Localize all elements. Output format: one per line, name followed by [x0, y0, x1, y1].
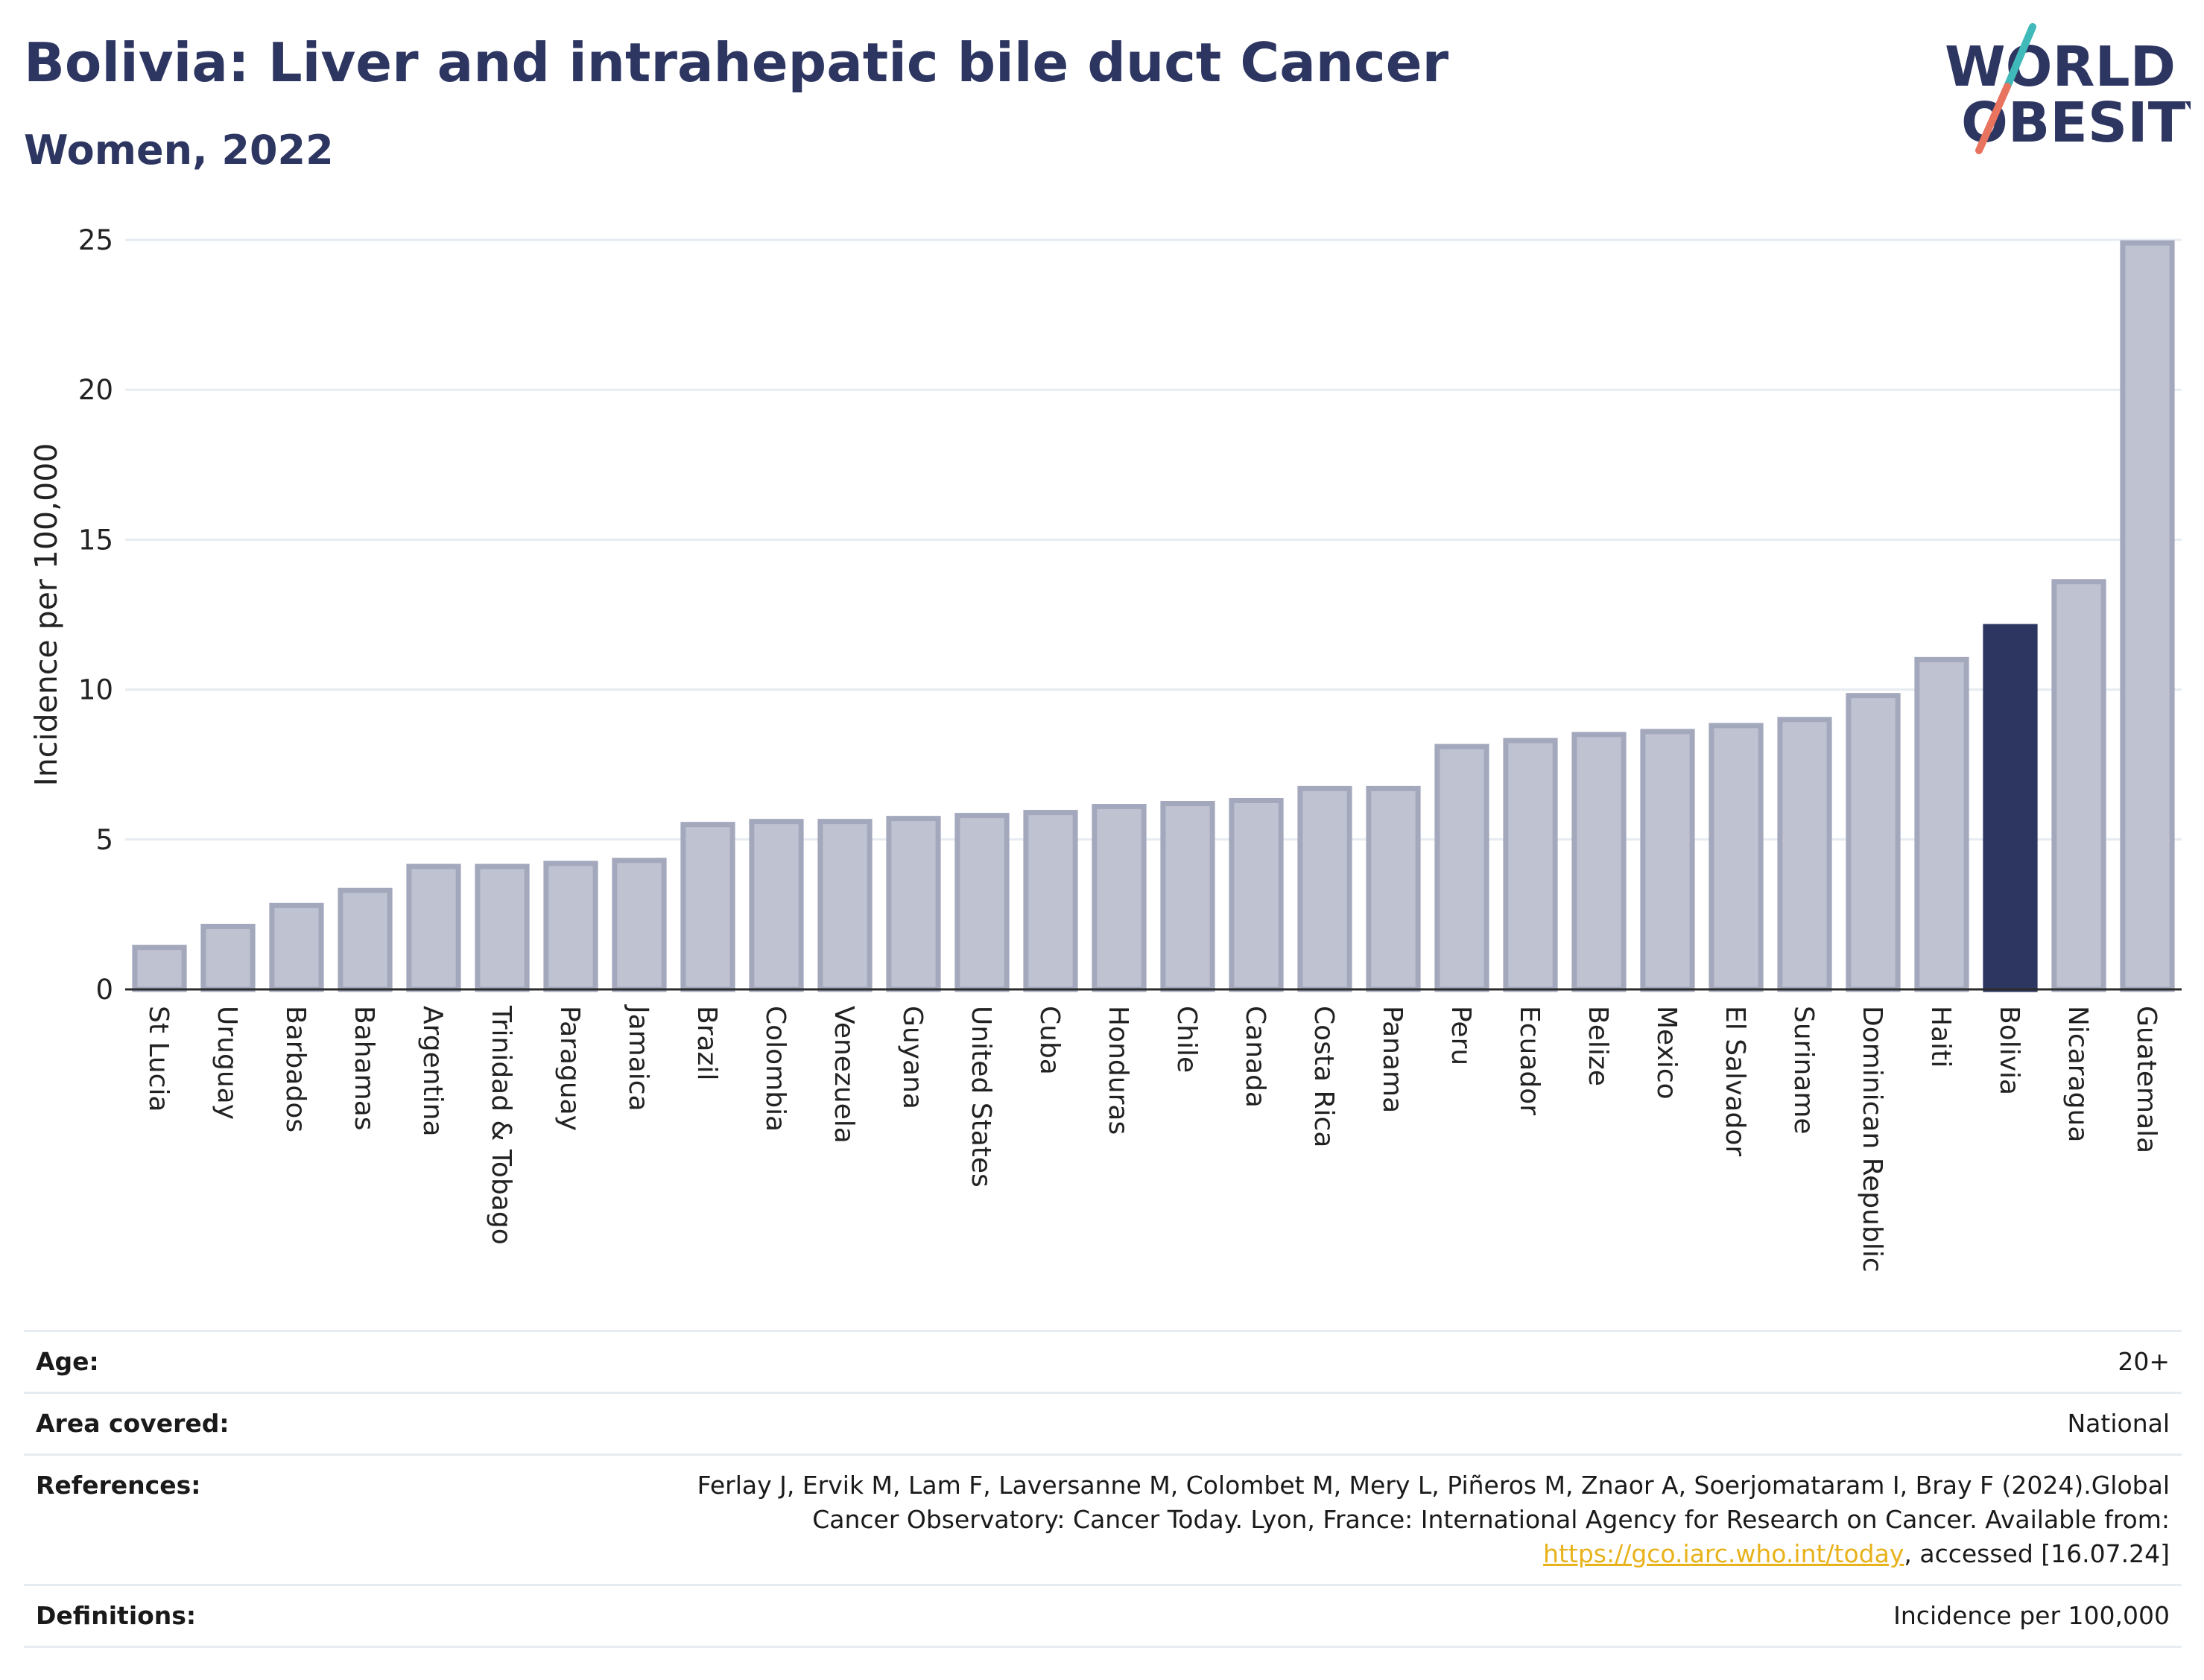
- bar-peru: [1434, 744, 1489, 992]
- x-tick-label: Cuba: [1034, 1006, 1065, 1075]
- meta-row-age: Age: 20+: [24, 1330, 2182, 1392]
- y-tick-label: 10: [78, 674, 113, 706]
- x-tick-label: Paraguay: [554, 1006, 585, 1131]
- y-axis-label: Incidence per 100,000: [28, 443, 64, 787]
- bar-panama: [1366, 785, 1421, 992]
- logo-slash-top: [2004, 23, 2036, 90]
- chart-subtitle: Women, 2022: [24, 127, 334, 174]
- meta-value: Incidence per 100,000: [1893, 1601, 2170, 1630]
- y-tick-label: 15: [78, 524, 113, 556]
- x-tick-label: Peru: [1445, 1006, 1476, 1065]
- x-tick-label: Costa Rica: [1308, 1006, 1339, 1147]
- y-tick-label: 0: [95, 974, 113, 1006]
- metadata-table: Age: 20+ Area covered: National Referenc…: [24, 1330, 2182, 1648]
- x-tick-label: Belize: [1583, 1006, 1613, 1086]
- bar-paraguay: [543, 860, 598, 992]
- reference-text-end: , accessed [16.07.24]: [1904, 1539, 2170, 1568]
- reference-text: Ferlay J, Ervik M, Lam F, Laversanne M, …: [697, 1471, 2170, 1534]
- meta-key: Age:: [36, 1347, 99, 1376]
- x-tick-label: Guatemala: [2131, 1006, 2162, 1153]
- x-tick-label: Colombia: [760, 1006, 791, 1132]
- bar-el-salvador: [1709, 723, 1764, 992]
- meta-key: Area covered:: [36, 1409, 229, 1438]
- y-tick-label: 25: [78, 224, 113, 256]
- bar-bahamas: [338, 887, 393, 992]
- x-tick-label: Honduras: [1103, 1006, 1133, 1135]
- x-tick-label: Dominican Republic: [1857, 1006, 1887, 1272]
- x-tick-label: Panama: [1377, 1006, 1407, 1113]
- bar-chile: [1160, 801, 1215, 992]
- x-tick-label: Brazil: [691, 1006, 722, 1080]
- bar-haiti: [1914, 656, 1969, 992]
- meta-value: 20+: [2118, 1347, 2170, 1376]
- x-tick-label: Suriname: [1788, 1006, 1819, 1135]
- bar-guatemala: [2120, 240, 2175, 992]
- meta-key: Definitions:: [36, 1601, 197, 1630]
- x-tick-label: St Lucia: [143, 1006, 174, 1112]
- bar-dominican-republic: [1846, 693, 1901, 992]
- x-tick-label: Bolivia: [1994, 1006, 2024, 1095]
- y-tick-label: 20: [78, 374, 113, 406]
- logo-slash-bottom: [1975, 83, 2011, 154]
- reference-link[interactable]: https://gco.iarc.who.int/today: [1543, 1539, 1904, 1568]
- meta-row-references: References: Ferlay J, Ervik M, Lam F, La…: [24, 1454, 2182, 1584]
- meta-key: References:: [36, 1471, 201, 1500]
- bar-chart: 0 5 10 15 20 25 Incidence per 100,000 St Lucia U…: [28, 224, 2182, 1272]
- bar-trinidad-tobago: [475, 863, 530, 992]
- bar-ecuador: [1503, 738, 1558, 992]
- x-tick-label: Jamaica: [623, 1004, 653, 1112]
- x-tick-label: Bahamas: [349, 1006, 379, 1131]
- world-obesity-logo: WORLD OBESITY: [1945, 23, 2191, 155]
- bar-cuba: [1023, 810, 1078, 992]
- bar-canada: [1229, 797, 1284, 992]
- x-tick-label: Guyana: [897, 1006, 928, 1109]
- x-tick-label: Trinidad & Tobago: [486, 1005, 516, 1245]
- x-tick-label: Chile: [1171, 1006, 1202, 1073]
- x-tick-label: Haiti: [1925, 1006, 1956, 1068]
- x-tick-label: Mexico: [1651, 1006, 1682, 1100]
- x-tick-label: Venezuela: [829, 1006, 859, 1144]
- bar-uruguay: [200, 923, 256, 992]
- x-tick-label: Uruguay: [212, 1006, 242, 1120]
- bar-honduras: [1092, 804, 1147, 992]
- bar-barbados: [269, 902, 324, 992]
- meta-value: National: [2067, 1409, 2170, 1438]
- bar-argentina: [406, 863, 461, 992]
- meta-value: Ferlay J, Ervik M, Lam F, Laversanne M, …: [605, 1468, 2170, 1571]
- bar-mexico: [1640, 729, 1695, 992]
- x-tick-label: Ecuador: [1514, 1006, 1545, 1115]
- bar-jamaica: [612, 858, 667, 992]
- bar-united-states: [954, 813, 1010, 992]
- y-tick-label: 5: [95, 824, 113, 856]
- bar-venezuela: [817, 819, 873, 992]
- bar-nicaragua: [2051, 579, 2106, 992]
- meta-row-area: Area covered: National: [24, 1392, 2182, 1454]
- bar-belize: [1571, 732, 1627, 992]
- x-tick-label: El Salvador: [1720, 1006, 1750, 1156]
- x-tick-label: Argentina: [417, 1006, 448, 1137]
- x-tick-label: Barbados: [280, 1006, 311, 1132]
- bar-brazil: [680, 822, 735, 992]
- meta-row-definitions: Definitions: Incidence per 100,000: [24, 1584, 2182, 1648]
- x-tick-label: Nicaragua: [2062, 1006, 2093, 1142]
- bar-suriname: [1777, 717, 1832, 992]
- x-tick-label: United States: [966, 1006, 996, 1188]
- x-tick-label: Canada: [1240, 1006, 1270, 1108]
- bar-costa-rica: [1297, 785, 1352, 992]
- bar-colombia: [749, 819, 804, 992]
- bar-st-lucia: [132, 945, 187, 992]
- bar-guyana: [886, 816, 941, 992]
- chart-title: Bolivia: Liver and intrahepatic bile duc…: [24, 31, 1449, 94]
- bar-bolivia: [1983, 624, 2038, 992]
- logo-line1: WORLD: [1945, 35, 2176, 99]
